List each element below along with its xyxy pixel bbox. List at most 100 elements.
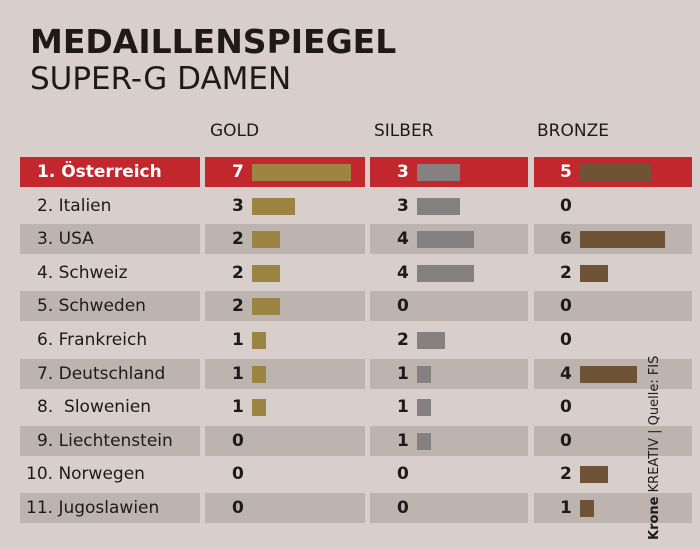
table-row: 9. Liechtenstein 0 1 0: [0, 425, 700, 456]
table-row: 8. Slowenien 1 1 0: [0, 392, 700, 422]
bronze-count: 0: [560, 296, 572, 317]
silber-count: 1: [397, 363, 409, 384]
column-header-gold: GOLD: [210, 121, 260, 141]
country-name: 3. USA: [37, 229, 94, 250]
silber-count: 1: [397, 397, 409, 418]
gold-bar: [252, 197, 295, 215]
row-background: [20, 224, 200, 255]
row-background: [205, 291, 365, 322]
silber-count: 0: [397, 498, 409, 518]
silber-bar: [417, 164, 460, 181]
gold-count: 0: [232, 498, 244, 518]
gold-count: 1: [232, 330, 244, 350]
bronze-count: 1: [560, 498, 572, 518]
gold-bar: [252, 164, 352, 181]
silber-count: 4: [397, 229, 409, 250]
silber-count: 0: [397, 296, 409, 317]
table-row: 4. Schweiz 2 4 2: [0, 258, 700, 288]
silber-count: 1: [397, 430, 409, 451]
country-name: 2. Italien: [37, 195, 112, 216]
country-name: 8. Slowenien: [37, 397, 152, 418]
silber-bar: [417, 231, 474, 249]
gold-bar: [252, 231, 281, 249]
bronze-bar: [580, 500, 595, 517]
bronze-bar: [580, 365, 637, 383]
country-name: 7. Deutschland: [37, 363, 166, 384]
bronze-count: 0: [560, 330, 572, 350]
row-background: [20, 493, 200, 523]
silber-count: 3: [397, 195, 409, 216]
row-background: [534, 493, 692, 523]
row-background: [205, 358, 365, 389]
table-row: 5. Schweden 2 0 0: [0, 291, 700, 322]
gold-count: 2: [232, 296, 244, 317]
gold-bar: [252, 399, 267, 417]
bronze-bar: [580, 231, 666, 249]
row-background: [20, 358, 200, 389]
country-name: 6. Frankreich: [37, 330, 148, 350]
country-name: 4. Schweiz: [37, 262, 128, 283]
silber-bar: [417, 264, 474, 282]
credit-studio: KREATIV: [647, 438, 662, 493]
gold-count: 2: [232, 229, 244, 250]
column-header-silber: SILBER: [374, 121, 434, 141]
gold-count: 0: [232, 430, 244, 451]
country-name: 1. Österreich: [37, 162, 162, 182]
gold-bar: [252, 332, 267, 349]
row-background: [20, 291, 200, 322]
chart-title: MEDAILLENSPIEGEL: [30, 22, 397, 61]
silber-bar: [417, 197, 460, 215]
table-row: 2. Italien 3 3 0: [0, 191, 700, 221]
country-name: 5. Schweden: [37, 296, 146, 317]
silber-count: 0: [397, 464, 409, 485]
table-row: 1. Österreich 7 3 5: [0, 157, 700, 187]
row-background: [205, 425, 365, 456]
silber-bar: [417, 432, 432, 450]
gold-count: 3: [232, 195, 244, 216]
table-row: 7. Deutschland 1 1 4: [0, 358, 700, 389]
table-row: 3. USA 2 4 6: [0, 224, 700, 255]
gold-count: 1: [232, 397, 244, 418]
bronze-count: 0: [560, 430, 572, 451]
gold-count: 7: [232, 162, 244, 182]
row-background: [370, 358, 528, 389]
gold-bar: [252, 298, 281, 316]
table-row: 11. Jugoslawien 0 0 1: [0, 493, 700, 523]
row-background: [370, 425, 528, 456]
country-name: 11. Jugoslawien: [26, 498, 160, 518]
table-row: 10. Norwegen 0 0 2: [0, 459, 700, 489]
row-background: [20, 157, 200, 187]
silber-count: 2: [397, 330, 409, 350]
country-name: 9. Liechtenstein: [37, 430, 173, 451]
credit-brand: Krone: [647, 496, 662, 541]
silber-bar: [417, 332, 446, 349]
row-background: [20, 425, 200, 456]
column-header-bronze: BRONZE: [537, 121, 609, 141]
row-background: [534, 425, 692, 456]
row-background: [370, 493, 528, 523]
gold-count: 0: [232, 464, 244, 485]
row-background: [534, 291, 692, 322]
credit-source: Quelle: FIS: [647, 355, 662, 426]
silber-bar: [417, 365, 432, 383]
gold-count: 1: [232, 363, 244, 384]
bronze-bar: [580, 466, 609, 484]
bronze-count: 0: [560, 397, 572, 418]
table-row: 6. Frankreich 1 2 0: [0, 325, 700, 355]
bronze-count: 2: [560, 464, 572, 485]
chart-subtitle: SUPER-G DAMEN: [30, 61, 292, 97]
bronze-count: 5: [560, 162, 572, 182]
bronze-count: 6: [560, 229, 572, 250]
row-background: [205, 224, 365, 255]
row-background: [370, 291, 528, 322]
silber-bar: [417, 399, 432, 417]
gold-bar: [252, 365, 267, 383]
source-credit: Krone KREATIV | Quelle: FIS: [647, 355, 662, 541]
row-background: [205, 493, 365, 523]
silber-count: 4: [397, 262, 409, 283]
gold-bar: [252, 264, 281, 282]
bronze-bar: [580, 164, 651, 181]
bronze-count: 0: [560, 195, 572, 216]
bronze-bar: [580, 264, 609, 282]
country-name: 10. Norwegen: [26, 464, 145, 485]
